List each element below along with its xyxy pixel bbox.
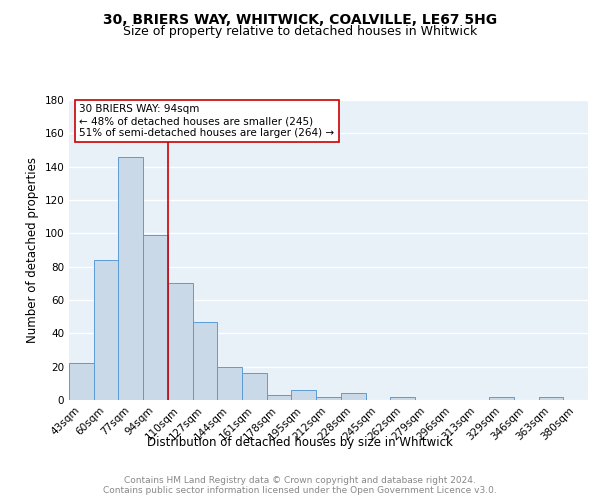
Bar [118, 156, 143, 400]
Bar [341, 394, 365, 400]
Bar [143, 235, 168, 400]
Bar [217, 366, 242, 400]
Bar [390, 396, 415, 400]
Bar [193, 322, 217, 400]
Bar [168, 284, 193, 400]
Text: 30, BRIERS WAY, WHITWICK, COALVILLE, LE67 5HG: 30, BRIERS WAY, WHITWICK, COALVILLE, LE6… [103, 12, 497, 26]
Bar [292, 390, 316, 400]
Bar [267, 395, 292, 400]
Text: Contains HM Land Registry data © Crown copyright and database right 2024.
Contai: Contains HM Land Registry data © Crown c… [103, 476, 497, 495]
Bar [489, 396, 514, 400]
Bar [539, 396, 563, 400]
Text: Distribution of detached houses by size in Whitwick: Distribution of detached houses by size … [147, 436, 453, 449]
Text: 30 BRIERS WAY: 94sqm
← 48% of detached houses are smaller (245)
51% of semi-deta: 30 BRIERS WAY: 94sqm ← 48% of detached h… [79, 104, 335, 138]
Bar [94, 260, 118, 400]
Bar [242, 374, 267, 400]
Text: Size of property relative to detached houses in Whitwick: Size of property relative to detached ho… [123, 25, 477, 38]
Y-axis label: Number of detached properties: Number of detached properties [26, 157, 39, 343]
Bar [316, 396, 341, 400]
Bar [69, 364, 94, 400]
